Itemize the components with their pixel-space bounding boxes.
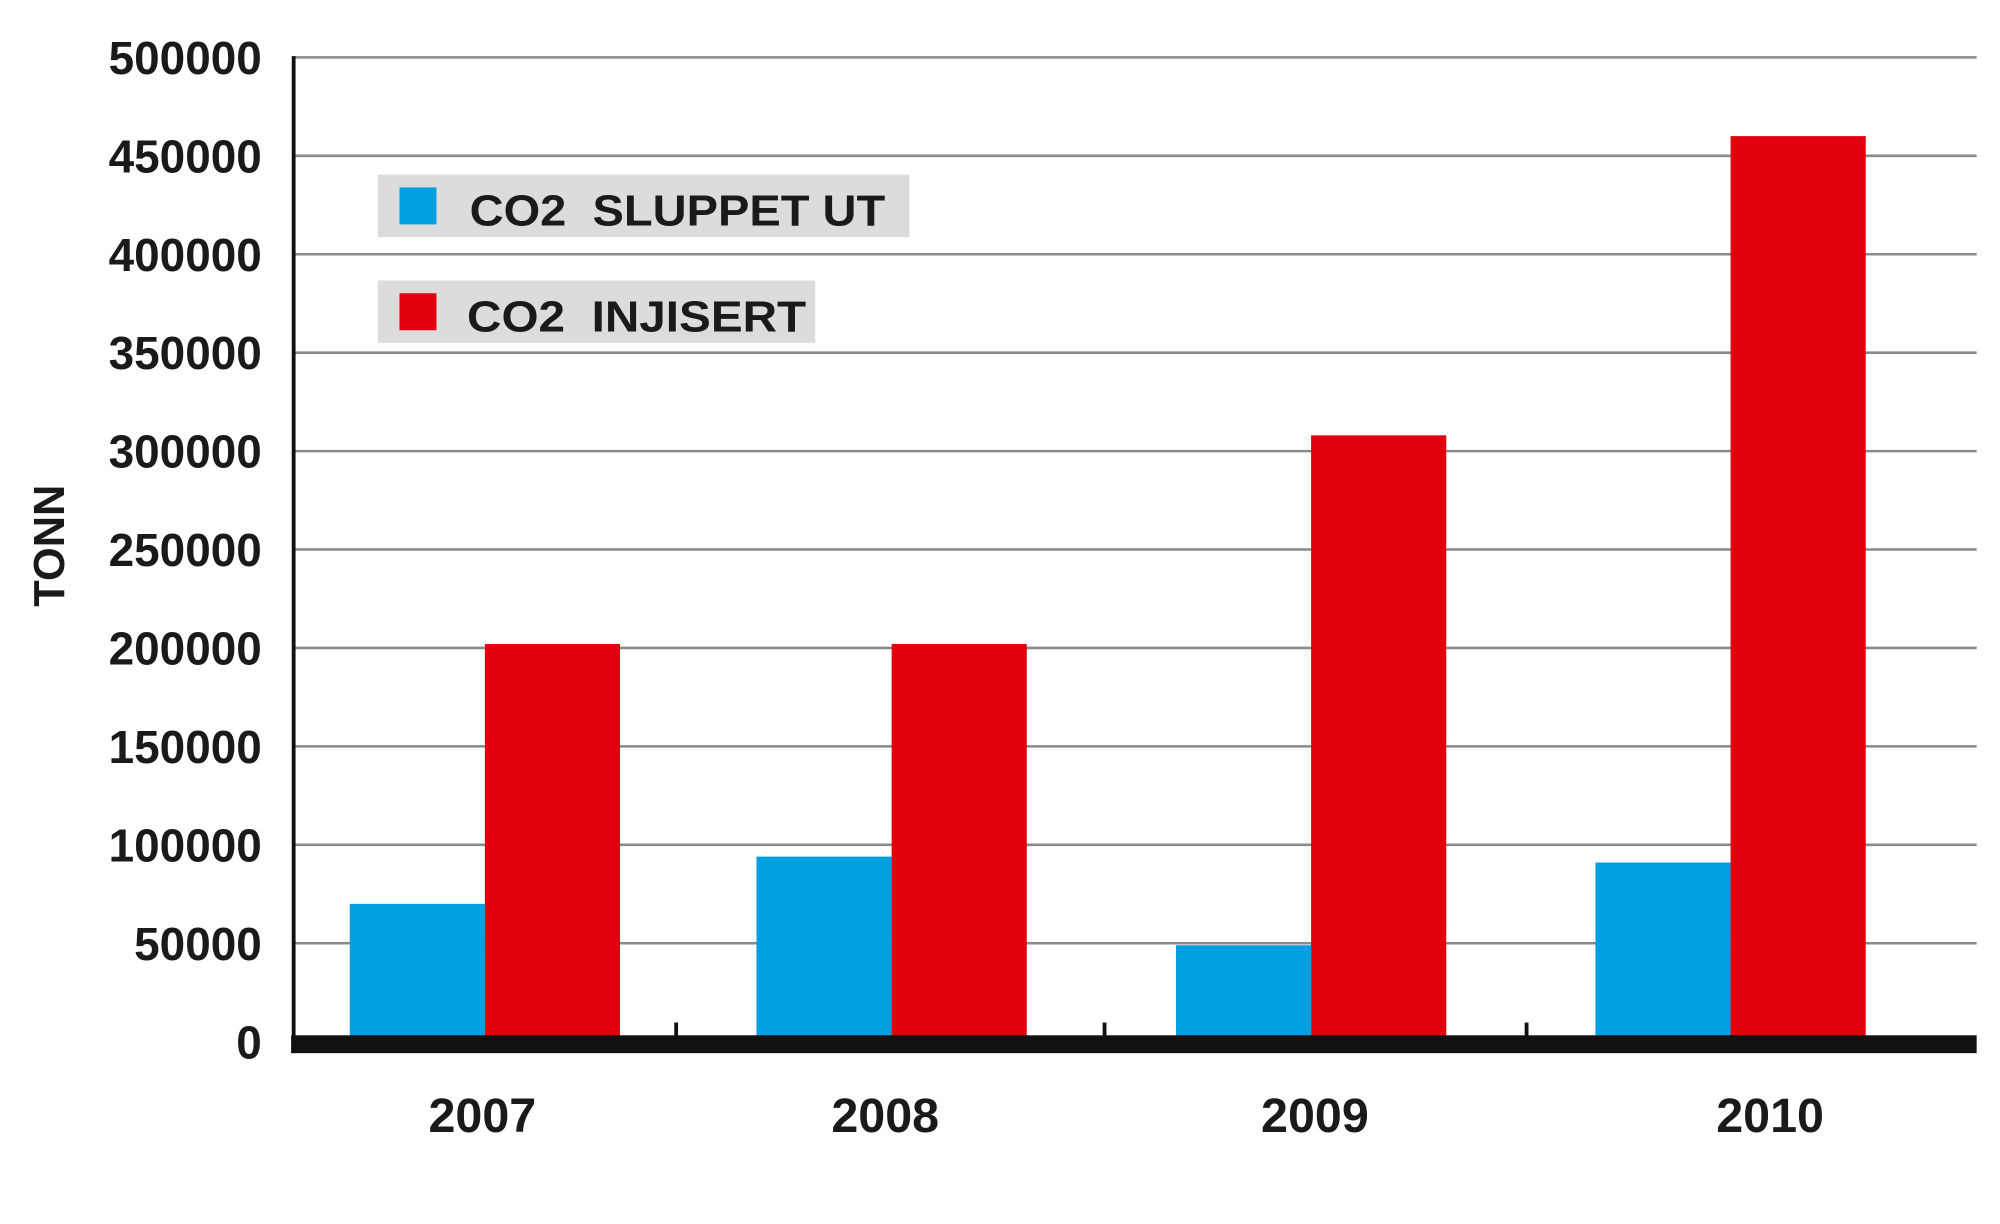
x-tick-label: 2009 bbox=[1261, 1089, 1369, 1143]
legend-item-injisert: CO2 INJISERT bbox=[377, 280, 816, 343]
y-tick-label: 0 bbox=[236, 1016, 262, 1068]
legend-swatch-red bbox=[399, 293, 437, 331]
y-tick-label: 200000 bbox=[109, 623, 262, 675]
legend: CO2 SLUPPET UT CO2 INJISERT bbox=[377, 174, 910, 343]
bar-2010-injisert bbox=[1730, 136, 1866, 1042]
legend-swatch-blue bbox=[399, 187, 437, 225]
x-tick-label: 2008 bbox=[831, 1089, 939, 1143]
y-tick-label: 300000 bbox=[109, 426, 262, 478]
y-tick-label: 50000 bbox=[134, 918, 262, 970]
bar-2010-sluppet-ut bbox=[1595, 862, 1731, 1042]
bars bbox=[349, 136, 1866, 1042]
y-tick-label: 500000 bbox=[109, 32, 262, 84]
y-tick-label: 400000 bbox=[109, 229, 262, 281]
y-tick-label: 150000 bbox=[109, 721, 262, 773]
bar-2007-injisert bbox=[484, 644, 621, 1042]
y-axis-label: TONN bbox=[26, 485, 74, 607]
y-tick-labels: 0 50000 100000 150000 200000 250000 300000 3500… bbox=[109, 32, 262, 1068]
bar-2008-injisert bbox=[891, 644, 1027, 1042]
bar-2009-sluppet-ut bbox=[1175, 945, 1312, 1042]
x-axis-line bbox=[291, 1035, 1977, 1054]
y-tick-label: 250000 bbox=[109, 524, 262, 576]
bar-2007-sluppet-ut bbox=[349, 903, 485, 1042]
bar-2008-sluppet-ut bbox=[756, 856, 892, 1042]
x-tick-label: 2010 bbox=[1716, 1089, 1824, 1143]
x-tick-marks bbox=[674, 1022, 1529, 1038]
bar-2009-injisert bbox=[1311, 435, 1447, 1042]
x-tick-labels: 2007 2008 2009 2010 bbox=[428, 1089, 1824, 1143]
legend-label: CO2 SLUPPET UT bbox=[470, 188, 886, 236]
y-tick-label: 350000 bbox=[109, 327, 262, 379]
y-tick-label: 100000 bbox=[109, 819, 262, 871]
legend-label: CO2 INJISERT bbox=[467, 294, 807, 342]
legend-item-sluppet-ut: CO2 SLUPPET UT bbox=[377, 174, 910, 238]
y-tick-label: 450000 bbox=[109, 130, 262, 182]
x-tick-label: 2007 bbox=[428, 1089, 536, 1143]
